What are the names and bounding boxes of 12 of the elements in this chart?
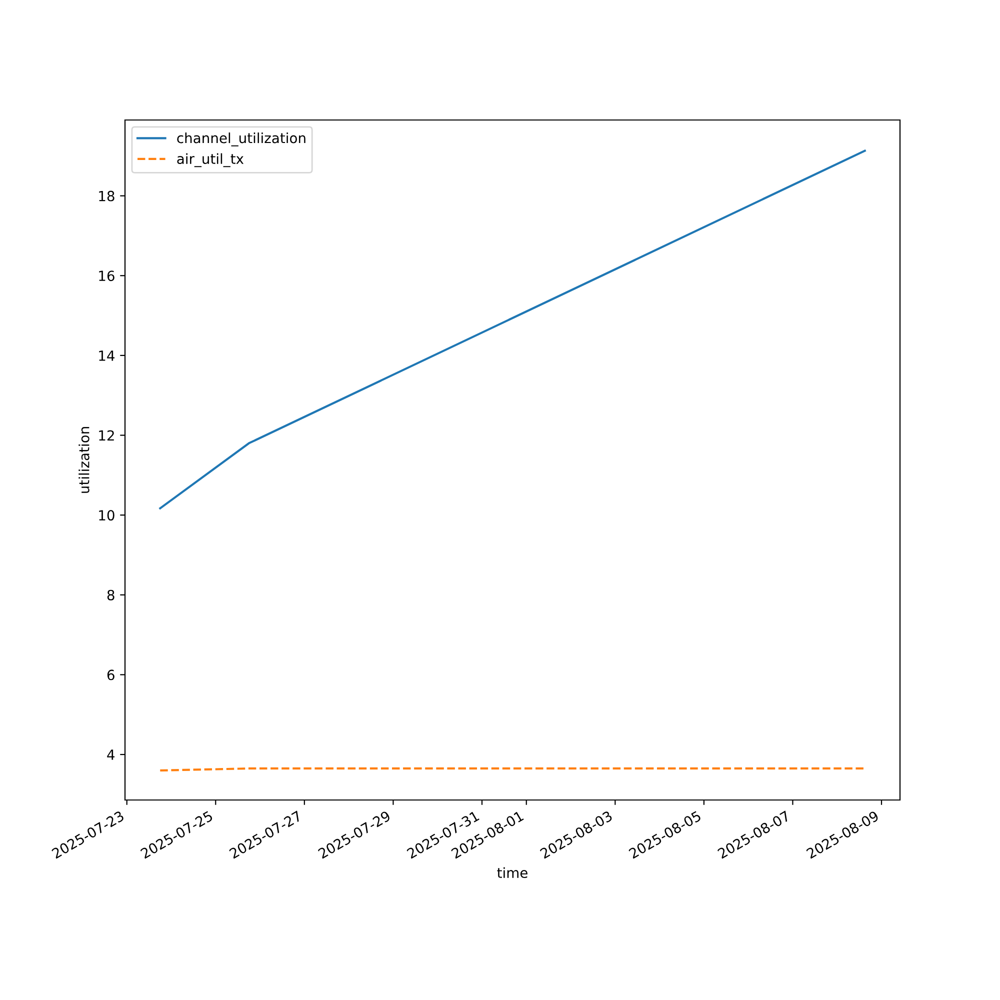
y-axis-title: utilization bbox=[78, 427, 90, 493]
y-tick-label: 18 bbox=[99, 190, 114, 202]
y-tick-label: 14 bbox=[99, 350, 114, 361]
y-tick-label: 10 bbox=[99, 510, 114, 521]
y-tick-label: 16 bbox=[99, 270, 114, 282]
x-axis-title: time bbox=[497, 867, 528, 878]
legend-label: channel_utilization bbox=[177, 132, 306, 146]
y-tick-label: 8 bbox=[107, 590, 114, 600]
y-tick-label: 12 bbox=[99, 430, 114, 441]
legend-label: air_util_tx bbox=[177, 153, 244, 168]
y-tick-label: 4 bbox=[107, 750, 114, 760]
y-tick-label: 6 bbox=[107, 670, 114, 680]
